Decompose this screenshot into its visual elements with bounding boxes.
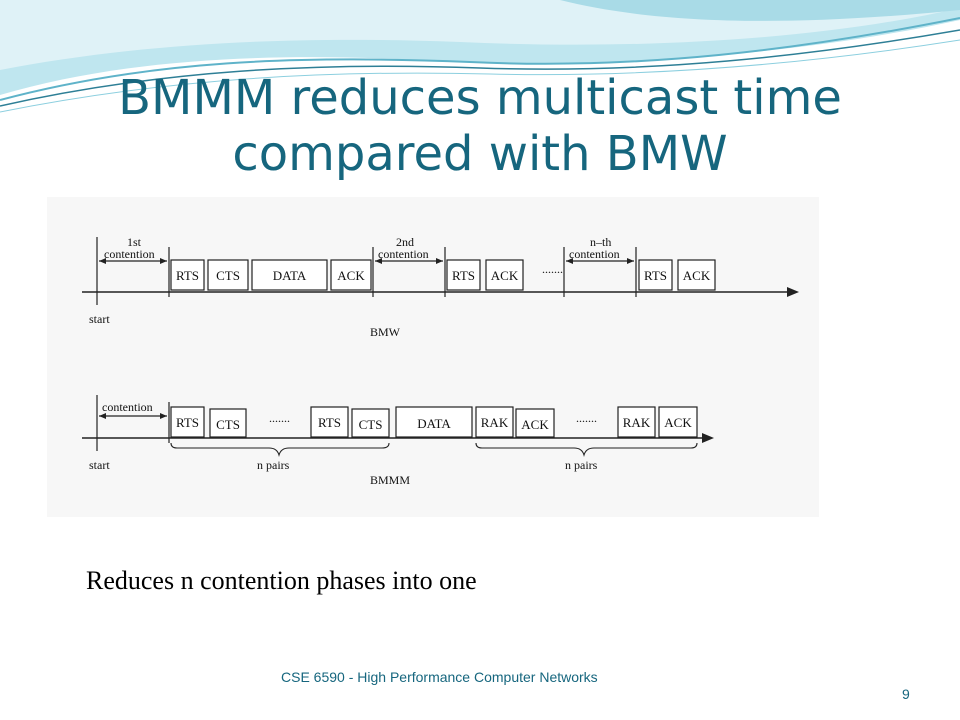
svg-text:RTS: RTS [318,415,341,430]
slide-footer: CSE 6590 - High Performance Computer Net… [281,669,598,685]
bmw-start-label: start [89,312,110,326]
bmmm-frame-data [395,406,473,438]
bmmm-label: BMMM [370,473,410,487]
bmmm-axis-arrow [702,433,714,443]
bmw-frame-rts [446,259,481,291]
bmw-frame-ack [485,259,524,291]
bmmm-frame-cts [209,408,247,438]
svg-text:RTS: RTS [176,415,199,430]
svg-text:RAK: RAK [623,415,651,430]
svg-text:DATA: DATA [417,416,451,431]
svg-text:ACK: ACK [491,268,519,283]
bmw-axis-arrow [787,287,799,297]
bmmm-frame-rak [475,406,514,438]
svg-text:CTS: CTS [359,417,383,432]
svg-text:RTS: RTS [176,268,199,283]
slide-caption: Reduces n contention phases into one [86,566,477,595]
slide-title: BMMM reduces multicast time compared wit… [118,70,842,182]
svg-text:CTS: CTS [216,417,240,432]
bmw-contention-n-label-b: contention [569,247,620,261]
bmmm-frame-rts [170,406,205,438]
bmmm-frame-rak [617,406,656,438]
bmw-contention-2-label-a: 2nd [396,235,414,249]
bmw-frame-ack [330,259,372,291]
bmw-contention-2-label-b: contention [378,247,429,261]
bmmm-ellipsis-2: ....... [576,411,597,425]
svg-text:RAK: RAK [481,415,509,430]
bmw-timeline: start 1st contention RTS CTS DATA ACK 2n… [82,235,799,339]
page-number: 9 [902,686,910,702]
bmmm-ellipsis-1: ....... [269,411,290,425]
bmmm-start-label: start [89,458,110,472]
timing-diagram: start 1st contention RTS CTS DATA ACK 2n… [82,235,799,487]
bmw-contention-1-label-a: 1st [127,235,142,249]
bmmm-pairs-brace-2 [475,442,698,457]
bmw-frame-rts [638,259,673,291]
svg-text:ACK: ACK [683,268,711,283]
svg-text:ACK: ACK [337,268,365,283]
bmmm-pairs-brace-1 [170,442,390,457]
bmw-label: BMW [370,325,401,339]
bmw-contention-n-label-a: n–th [590,235,611,249]
bmw-frame-rts [170,259,205,291]
bmmm-timeline: start contention RTS CTS ....... RTS CTS… [82,395,714,487]
bmw-ellipsis: ....... [542,262,563,276]
bmw-frame-cts [207,259,249,291]
header-wave-decoration [0,0,960,113]
svg-text:CTS: CTS [216,268,240,283]
bmmm-frame-rts [310,406,349,438]
bmw-frame-ack [677,259,716,291]
diagram-background [47,197,819,517]
bmmm-frame-ack [515,408,555,438]
bmmm-contention-label: contention [102,400,153,414]
bmmm-pairs-label-2: n pairs [565,458,598,472]
svg-text:ACK: ACK [521,417,549,432]
bmmm-frame-ack [658,406,698,438]
bmw-frame-data [251,259,328,291]
bmw-contention-1-label-b: contention [104,247,155,261]
svg-text:ACK: ACK [664,415,692,430]
svg-text:RTS: RTS [452,268,475,283]
svg-text:DATA: DATA [273,268,307,283]
bmmm-pairs-label-1: n pairs [257,458,290,472]
svg-text:RTS: RTS [644,268,667,283]
bmmm-frame-cts [351,408,390,438]
